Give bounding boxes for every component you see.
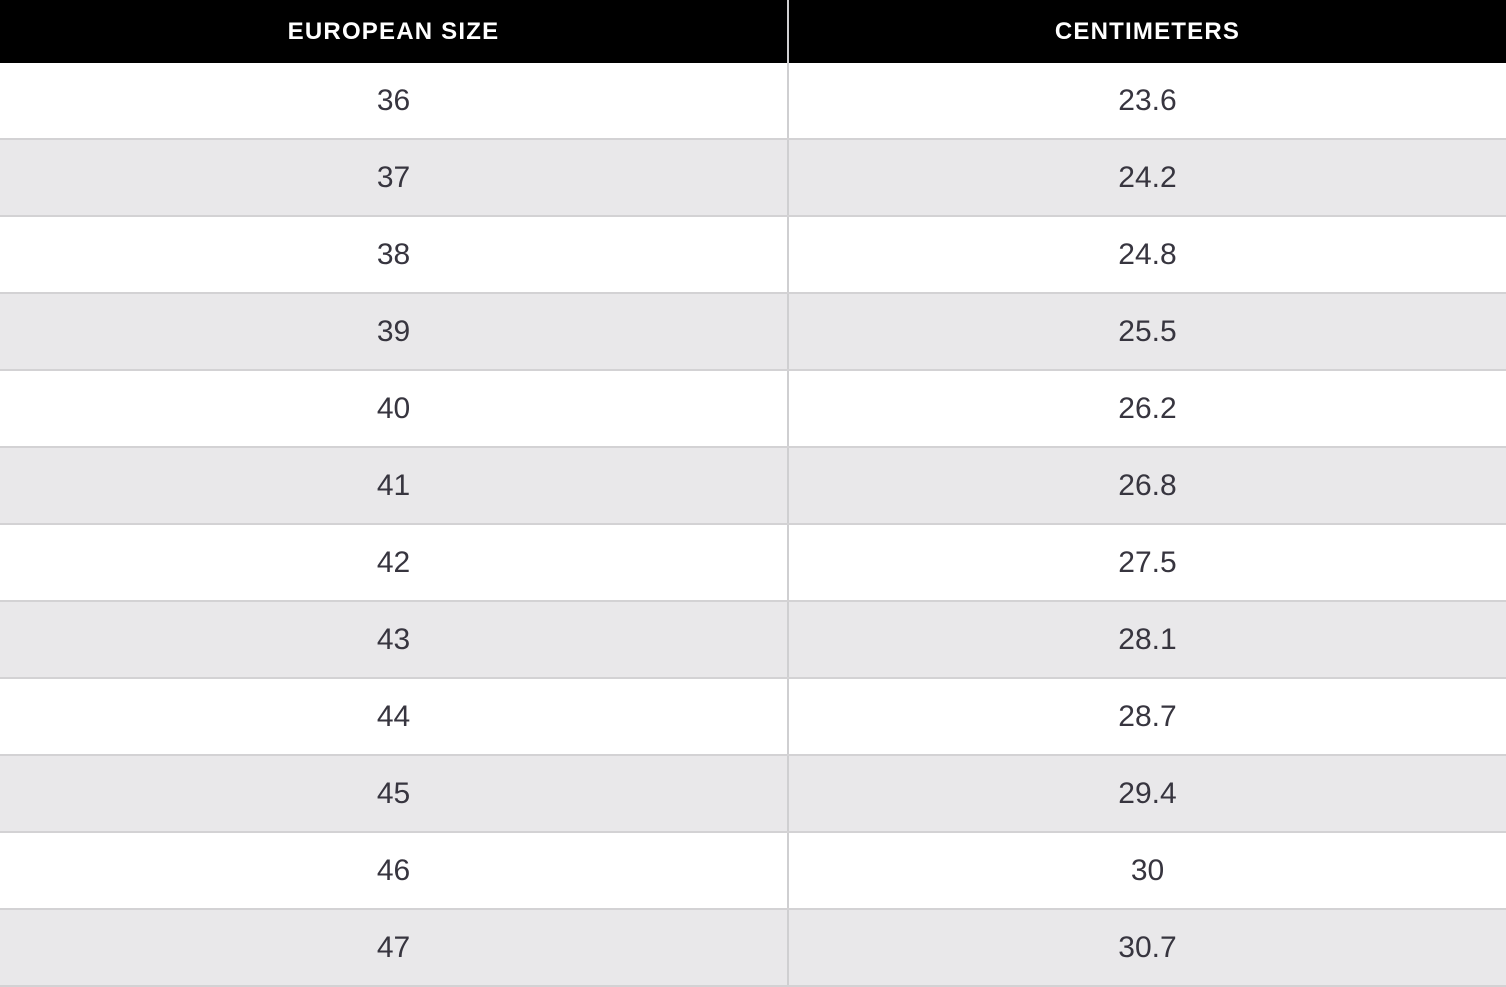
table-row: 38 24.8: [0, 216, 1506, 294]
cm-cell: 25.5: [787, 293, 1506, 371]
table-row: 47 30.7: [0, 909, 1506, 987]
eu-size-cell: 39: [0, 293, 788, 371]
table-row: 44 28.7: [0, 678, 1506, 756]
cm-cell: 30: [787, 832, 1506, 910]
column-header-centimeters: CENTIMETERS: [787, 0, 1506, 63]
cm-cell: 24.2: [787, 139, 1506, 217]
table-body: 36 23.6 37 24.2 38 24.8 39 25.5 40 26.2 …: [0, 63, 1506, 987]
eu-size-cell: 47: [0, 909, 788, 987]
table-row: 39 25.5: [0, 293, 1506, 371]
eu-size-cell: 45: [0, 755, 788, 833]
cm-cell: 28.1: [787, 601, 1506, 679]
table-row: 36 23.6: [0, 63, 1506, 140]
table-row: 41 26.8: [0, 447, 1506, 525]
eu-size-cell: 43: [0, 601, 788, 679]
table-row: 45 29.4: [0, 755, 1506, 833]
eu-size-cell: 36: [0, 63, 788, 140]
cm-cell: 23.6: [787, 63, 1506, 140]
eu-size-cell: 42: [0, 524, 788, 602]
eu-size-cell: 46: [0, 832, 788, 910]
eu-size-cell: 38: [0, 216, 788, 294]
eu-size-cell: 37: [0, 139, 788, 217]
table-row: 37 24.2: [0, 139, 1506, 217]
cm-cell: 29.4: [787, 755, 1506, 833]
table-header: EUROPEAN SIZE CENTIMETERS: [0, 0, 1506, 63]
cm-cell: 26.2: [787, 370, 1506, 448]
table-row: 46 30: [0, 832, 1506, 910]
cm-cell: 24.8: [787, 216, 1506, 294]
header-row: EUROPEAN SIZE CENTIMETERS: [0, 0, 1506, 63]
cm-cell: 28.7: [787, 678, 1506, 756]
column-header-european-size: EUROPEAN SIZE: [0, 0, 788, 63]
cm-cell: 27.5: [787, 524, 1506, 602]
table-row: 40 26.2: [0, 370, 1506, 448]
eu-size-cell: 44: [0, 678, 788, 756]
table-row: 42 27.5: [0, 524, 1506, 602]
cm-cell: 26.8: [787, 447, 1506, 525]
cm-cell: 30.7: [787, 909, 1506, 987]
eu-size-cell: 41: [0, 447, 788, 525]
eu-size-cell: 40: [0, 370, 788, 448]
table-row: 43 28.1: [0, 601, 1506, 679]
